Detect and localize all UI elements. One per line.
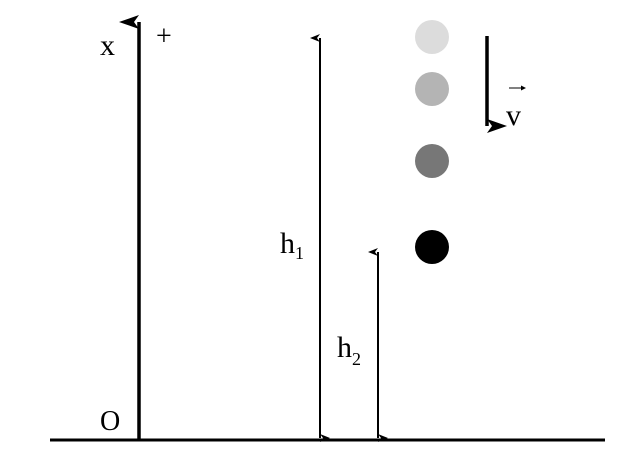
h1-label: h1 [280, 227, 304, 263]
origin-label: O [100, 406, 120, 437]
h2-label: h2 [337, 331, 361, 369]
ball-position-2 [415, 72, 449, 106]
velocity-label: v [506, 99, 521, 132]
axis-label-x: x [100, 29, 115, 62]
ball-position-3 [415, 144, 449, 178]
h2-subscript: 2 [352, 349, 361, 369]
positive-direction-label: + [156, 21, 172, 52]
h2-base: h [337, 331, 352, 364]
h1-subscript: 1 [295, 243, 304, 263]
ball-position-1 [415, 20, 449, 54]
velocity-vector-arrowhead-icon [521, 85, 526, 91]
h1-base: h [280, 227, 295, 260]
ball-position-4 [415, 230, 449, 264]
